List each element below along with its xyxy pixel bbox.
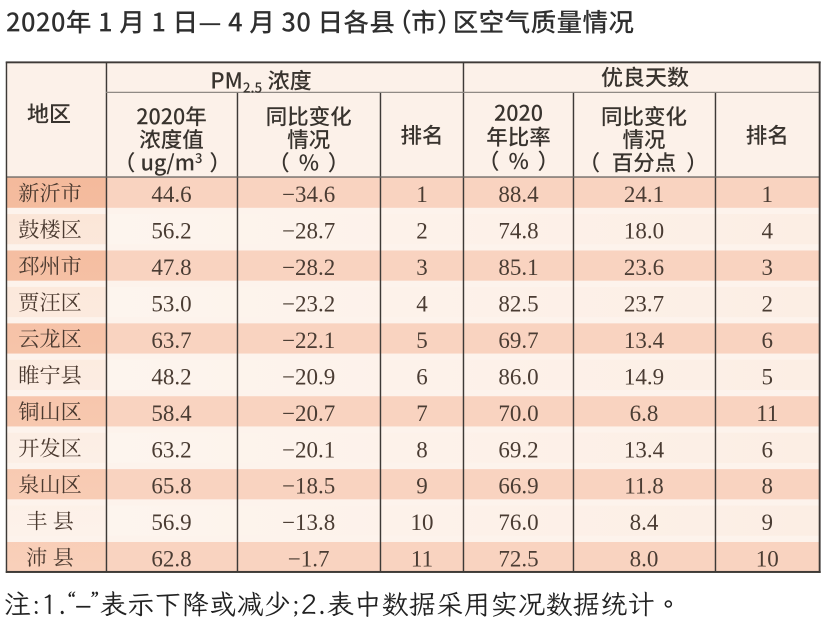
svg-text:23.7: 23.7 <box>624 292 664 317</box>
svg-text:−23.2: −23.2 <box>282 292 335 317</box>
svg-text:69.2: 69.2 <box>498 437 538 462</box>
svg-text:56.9: 56.9 <box>151 510 191 535</box>
svg-text:76.0: 76.0 <box>498 510 538 535</box>
svg-text:65.8: 65.8 <box>151 474 191 499</box>
svg-text:69.7: 69.7 <box>498 328 538 353</box>
svg-text:10: 10 <box>411 510 434 535</box>
svg-text:6.8: 6.8 <box>630 401 659 426</box>
svg-text:−28.2: −28.2 <box>282 255 335 280</box>
svg-text:−20.7: −20.7 <box>282 401 335 426</box>
svg-text:47.8: 47.8 <box>151 255 191 280</box>
svg-text:−20.1: −20.1 <box>282 437 335 462</box>
svg-text:−28.7: −28.7 <box>282 219 335 244</box>
svg-text:48.2: 48.2 <box>151 364 191 389</box>
svg-text:6: 6 <box>762 328 774 353</box>
svg-text:5: 5 <box>762 364 774 389</box>
svg-text:8.0: 8.0 <box>630 547 659 572</box>
svg-text:11: 11 <box>756 401 778 426</box>
svg-text:−1.7: −1.7 <box>288 547 330 572</box>
svg-text:−22.1: −22.1 <box>282 328 335 353</box>
svg-text:85.1: 85.1 <box>498 255 538 280</box>
svg-text:−18.5: −18.5 <box>282 474 335 499</box>
svg-text:9: 9 <box>762 510 774 535</box>
svg-text:10: 10 <box>756 547 779 572</box>
svg-text:8: 8 <box>416 437 428 462</box>
svg-text:88.4: 88.4 <box>498 182 539 207</box>
svg-text:7: 7 <box>416 401 428 426</box>
svg-text:66.9: 66.9 <box>498 474 538 499</box>
svg-text:13.4: 13.4 <box>624 328 665 353</box>
svg-text:24.1: 24.1 <box>624 182 664 207</box>
svg-text:4: 4 <box>762 219 774 244</box>
svg-text:14.9: 14.9 <box>624 364 664 389</box>
svg-text:1: 1 <box>762 182 774 207</box>
svg-text:5: 5 <box>416 328 428 353</box>
svg-text:8: 8 <box>762 474 774 499</box>
svg-text:6: 6 <box>416 364 428 389</box>
svg-text:74.8: 74.8 <box>498 219 538 244</box>
svg-text:2: 2 <box>762 292 774 317</box>
svg-text:4: 4 <box>416 292 428 317</box>
svg-text:8.4: 8.4 <box>630 510 659 535</box>
svg-text:62.8: 62.8 <box>151 547 191 572</box>
svg-text:44.6: 44.6 <box>151 182 191 207</box>
svg-text:3: 3 <box>416 255 428 280</box>
svg-text:11.8: 11.8 <box>624 474 663 499</box>
svg-text:63.7: 63.7 <box>151 328 191 353</box>
svg-text:−34.6: −34.6 <box>282 182 335 207</box>
svg-text:86.0: 86.0 <box>498 364 538 389</box>
svg-text:−20.9: −20.9 <box>282 364 335 389</box>
svg-text:13.4: 13.4 <box>624 437 665 462</box>
svg-text:72.5: 72.5 <box>498 547 538 572</box>
svg-text:6: 6 <box>762 437 774 462</box>
svg-text:3: 3 <box>762 255 774 280</box>
svg-text:23.6: 23.6 <box>624 255 664 280</box>
svg-text:−13.8: −13.8 <box>282 510 335 535</box>
svg-text:18.0: 18.0 <box>624 219 664 244</box>
svg-text:70.0: 70.0 <box>498 401 538 426</box>
svg-text:63.2: 63.2 <box>151 437 191 462</box>
svg-text:11: 11 <box>411 547 433 572</box>
svg-text:2: 2 <box>416 219 428 244</box>
svg-text:1: 1 <box>416 182 428 207</box>
svg-text:56.2: 56.2 <box>151 219 191 244</box>
svg-text:82.5: 82.5 <box>498 292 538 317</box>
svg-text:53.0: 53.0 <box>151 292 191 317</box>
svg-text:9: 9 <box>416 474 428 499</box>
svg-text:58.4: 58.4 <box>151 401 192 426</box>
